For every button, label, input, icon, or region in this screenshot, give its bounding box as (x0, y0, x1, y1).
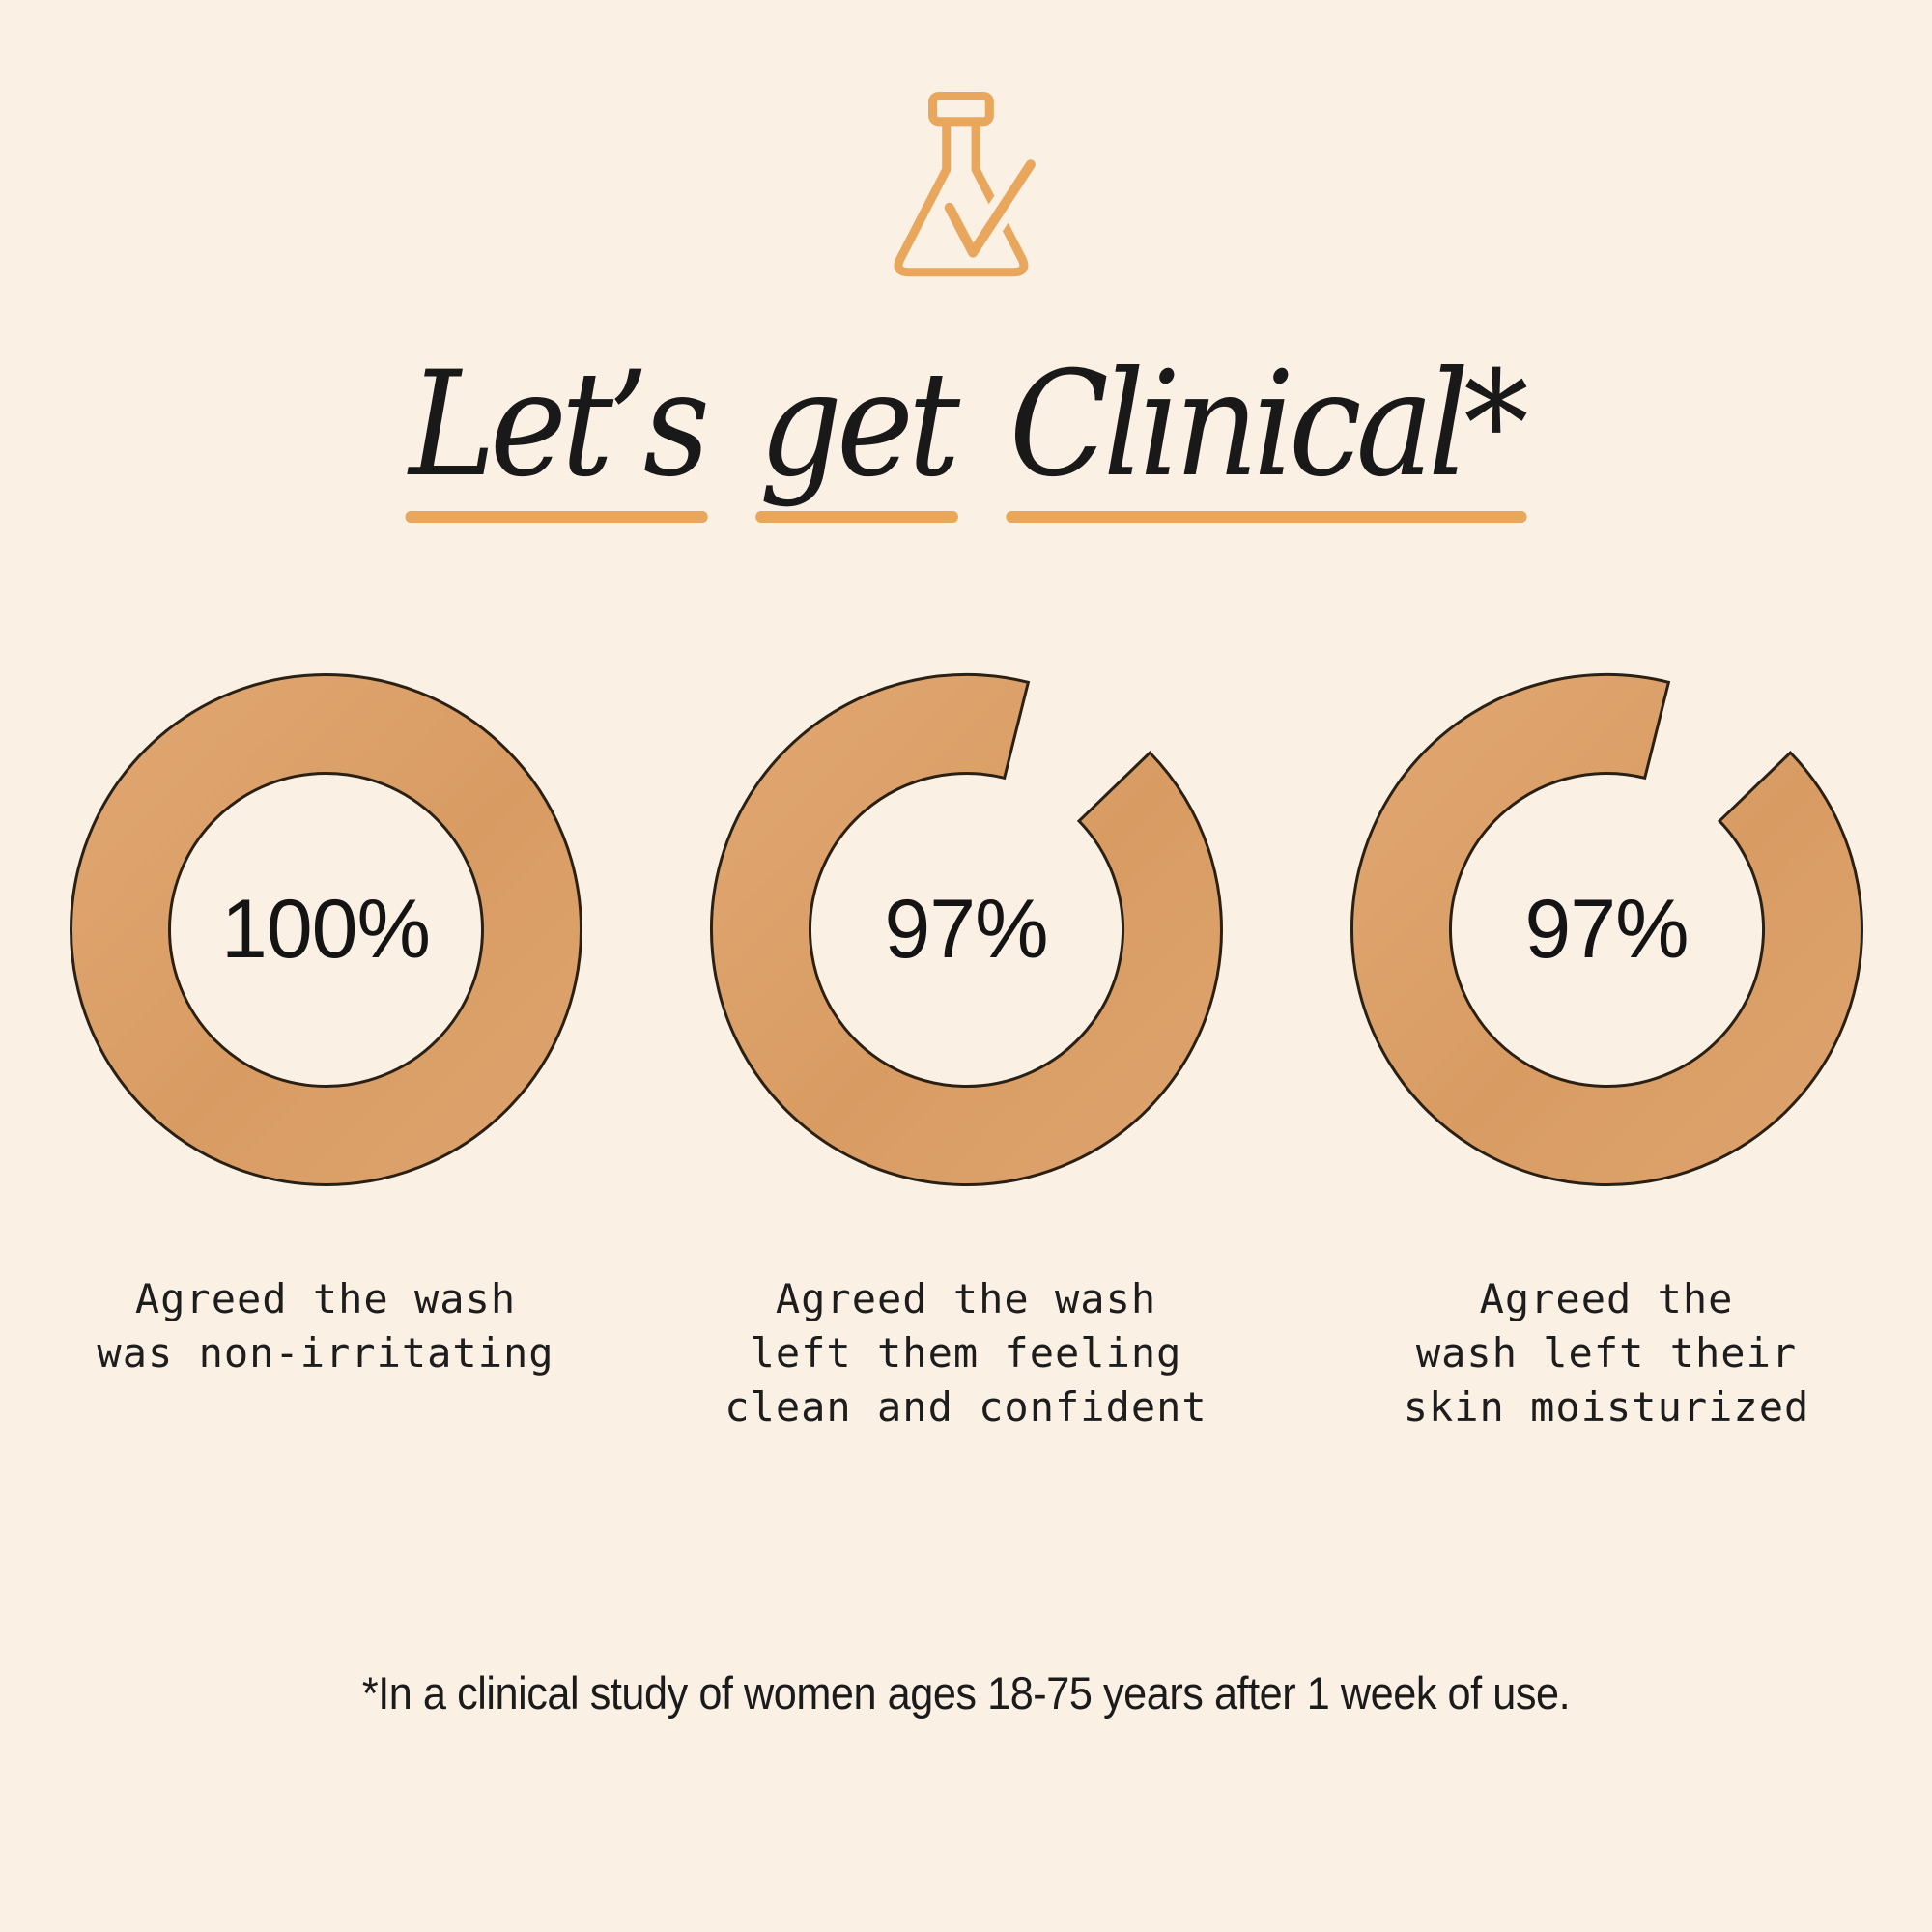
donut-stage-1: 100% (63, 667, 589, 1193)
flask-body (894, 117, 1029, 277)
title-word-3: Clinical* (1006, 341, 1529, 523)
flask-check-icon (894, 91, 1044, 277)
caption-line: Agreed the wash (134, 1275, 517, 1322)
flask-rim (928, 91, 994, 127)
donut-chart-2: 97% Agreed the wash left them feeling cl… (703, 667, 1230, 1435)
title-word-2: get (755, 341, 960, 523)
caption-line: Agreed the wash (775, 1275, 1157, 1322)
donut-stage-3: 97% (1344, 667, 1870, 1193)
donut-caption-2: Agreed the wash left them feeling clean … (703, 1272, 1230, 1435)
donut-value-label: 97% (884, 883, 1048, 976)
caption-line: wash left their (1415, 1329, 1798, 1377)
caption-line: clean and confident (724, 1383, 1208, 1431)
donut-caption-1: Agreed the wash was non-irritating (63, 1272, 589, 1380)
donut-value-label: 100% (221, 883, 431, 976)
donut-ring-97a (709, 673, 1223, 1186)
caption-line: skin moisturized (1403, 1383, 1810, 1431)
donut-caption-3: Agreed the wash left their skin moisturi… (1344, 1272, 1870, 1435)
ring-shape (69, 672, 582, 1187)
caption-line: Agreed the (1479, 1275, 1734, 1322)
donut-chart-3: 97% Agreed the wash left their skin mois… (1344, 667, 1870, 1435)
caption-line: was non-irritating (97, 1329, 554, 1377)
donut-stage-2: 97% (703, 667, 1230, 1193)
donut-chart-1: 100% Agreed the wash was non-irritating (63, 667, 589, 1435)
caption-line: left them feeling (750, 1329, 1182, 1377)
title-word-1: Let’s (405, 341, 710, 523)
donut-ring-100 (69, 672, 582, 1187)
check-icon (944, 159, 1036, 258)
page-title: Let’s get Clinical* (97, 341, 1835, 523)
ring-shape (709, 673, 1223, 1186)
donut-ring-97b (1350, 673, 1863, 1186)
footnote-text: *In a clinical study of women ages 18-75… (361, 1667, 1571, 1719)
ring-shape (1350, 673, 1863, 1186)
donut-charts-row: 100% Agreed the wash was non-irritating … (0, 667, 1932, 1435)
donut-value-label: 97% (1524, 883, 1689, 976)
header-icon-wrap (0, 0, 1932, 280)
